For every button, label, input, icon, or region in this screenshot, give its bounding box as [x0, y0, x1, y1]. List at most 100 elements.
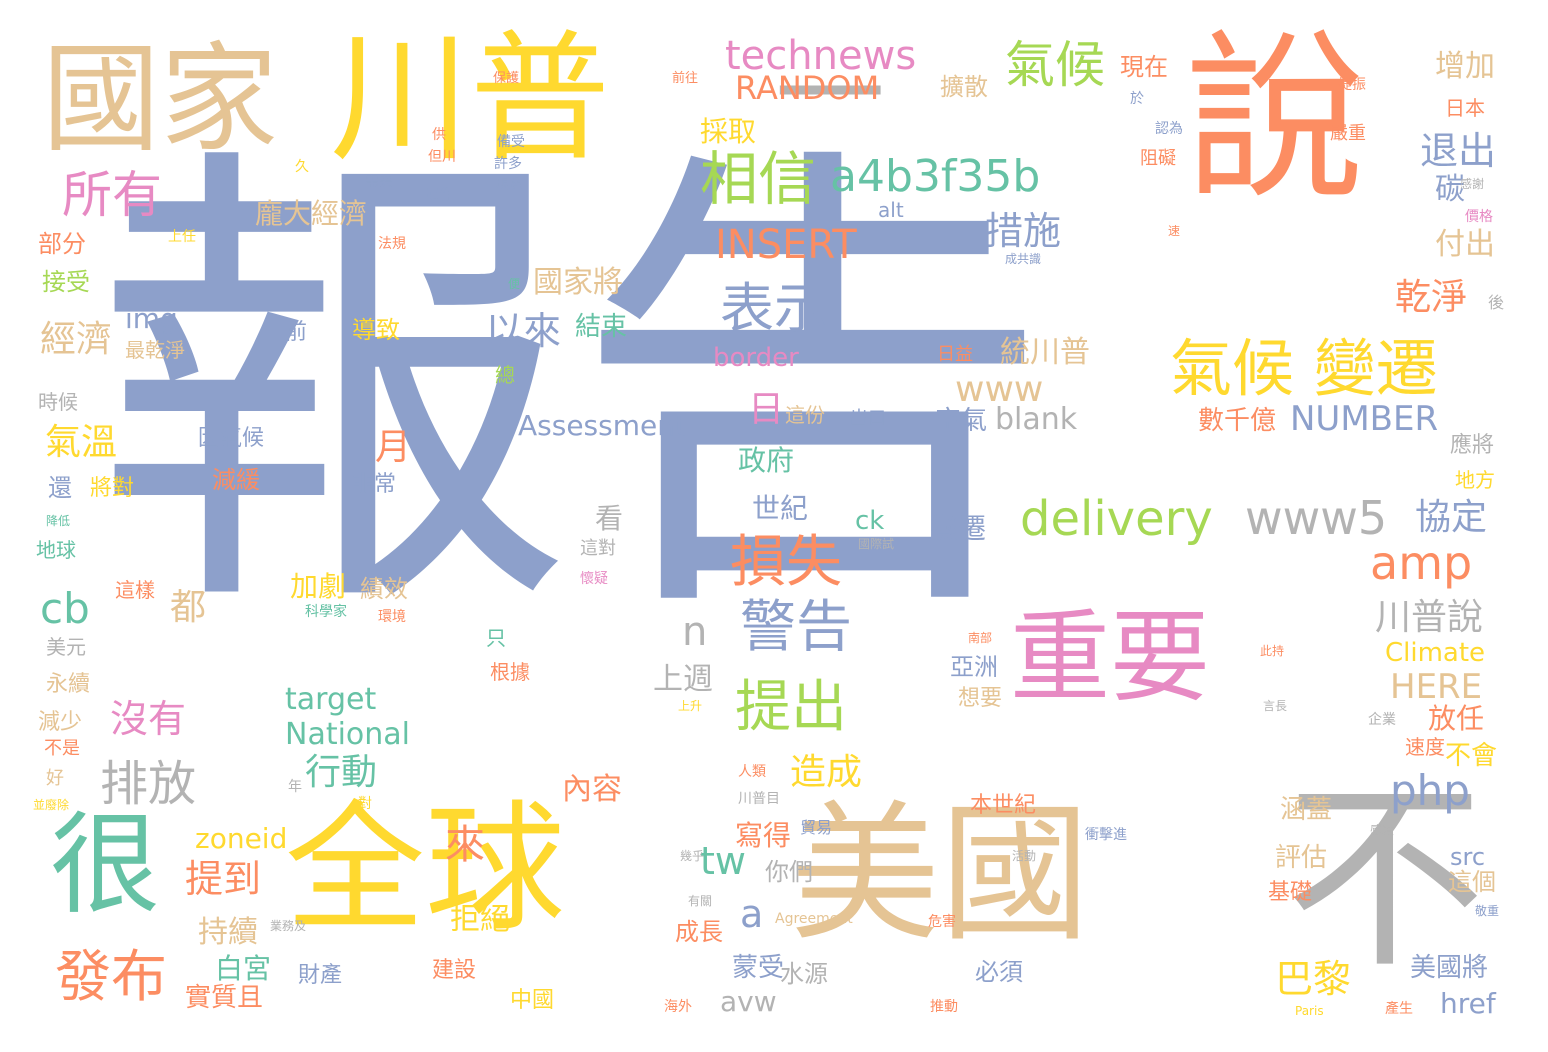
word: 接受: [42, 268, 90, 296]
word: 地方: [1455, 468, 1495, 492]
word: 川普說: [1375, 597, 1484, 638]
word: 以來: [485, 309, 562, 353]
word: 上週: [653, 662, 713, 697]
word: 拒絕: [450, 902, 510, 937]
word: 日本: [1445, 96, 1485, 120]
word: 美元: [46, 635, 86, 659]
word: 績效: [360, 575, 408, 603]
word: 涵蓋: [1280, 795, 1333, 825]
word: 採取: [700, 115, 757, 148]
word: HERE: [1390, 667, 1483, 707]
word: 協定: [1415, 497, 1488, 538]
word: 亞洲: [950, 653, 998, 681]
word: 看: [595, 502, 624, 535]
word: www: [955, 369, 1044, 410]
word: 持續: [198, 915, 258, 950]
word: 水源: [780, 960, 828, 988]
word: 財產: [298, 963, 343, 988]
word: 很: [50, 801, 160, 929]
word: 空氣: [935, 406, 988, 436]
word: 南部: [968, 631, 993, 645]
word: 貿易: [800, 818, 833, 837]
word: 只: [486, 626, 506, 650]
word: 感度: [1370, 823, 1395, 837]
word: Climate: [1385, 638, 1486, 668]
word: 乾淨: [1395, 277, 1468, 318]
word: 業務及: [270, 919, 307, 933]
word: 敬重: [1475, 904, 1500, 918]
word: 付出: [1435, 227, 1495, 262]
word: 便: [508, 277, 521, 291]
word: Paris: [1295, 1004, 1324, 1018]
word: 損失: [730, 530, 842, 595]
word: 這對: [580, 538, 616, 559]
word: 減少: [38, 710, 83, 735]
word: 成共識: [1005, 252, 1042, 266]
word: 保護: [493, 71, 520, 86]
word: alt: [878, 198, 904, 222]
word: 現在: [1120, 53, 1168, 81]
word: 久: [295, 159, 309, 175]
word: 發布: [55, 945, 167, 1010]
word: 降低: [46, 514, 71, 528]
word: 地球: [36, 538, 76, 562]
word: 中國: [510, 988, 555, 1013]
word: 許多: [494, 156, 522, 172]
word: 備受: [497, 134, 525, 150]
word: 日益: [937, 344, 973, 365]
word: 氣溫: [45, 422, 118, 463]
word: 應將: [1450, 433, 1495, 458]
word: 運作: [425, 187, 453, 203]
word: 這份: [785, 403, 825, 427]
word: 速度: [1405, 735, 1445, 759]
word: technews: [725, 33, 917, 79]
word: NUMBER: [1290, 399, 1439, 439]
word: 還: [48, 474, 72, 502]
word: 不: [1285, 763, 1486, 996]
word: 所有: [62, 166, 162, 224]
word: a4b3f35b: [830, 151, 1041, 202]
word: 不是: [44, 738, 80, 759]
word: 這個: [1448, 868, 1496, 896]
word: 感謝: [1460, 177, 1485, 191]
word: 懷疑: [580, 571, 608, 587]
word: 評估: [1275, 843, 1328, 873]
word: 阻礙: [1140, 148, 1176, 169]
word: 寫得: [735, 819, 792, 852]
word: delivery: [1020, 491, 1213, 547]
word: 都: [170, 587, 207, 628]
word: 基礎: [1268, 880, 1313, 905]
word: 國家: [42, 30, 279, 168]
word: Agreement: [775, 911, 853, 927]
word: 時候: [38, 390, 78, 414]
word: 非常: [352, 472, 397, 497]
word: 白宮: [215, 952, 272, 985]
word: zoneid: [195, 822, 288, 855]
word: 川普: [330, 18, 611, 181]
word: INSERT: [715, 222, 857, 268]
word: 危害: [928, 914, 956, 930]
word: 必須: [975, 958, 1023, 986]
word: 日: [748, 389, 785, 430]
word: 速: [1168, 224, 1181, 238]
word: img: [125, 302, 178, 335]
word: 於: [1130, 91, 1144, 107]
word: 幾乎: [680, 849, 705, 863]
word: 產生: [1385, 1001, 1413, 1017]
word: blank: [995, 402, 1078, 437]
word: 海外: [664, 999, 692, 1015]
word: 碳: [1435, 172, 1465, 207]
word: 總: [495, 363, 515, 387]
word: Assessment: [518, 409, 686, 442]
word: 措施: [985, 209, 1062, 253]
word: 世紀: [752, 492, 809, 525]
word: 這樣: [115, 578, 155, 602]
word: 但川: [428, 149, 456, 165]
word: 加劇: [290, 570, 347, 603]
word: 導致: [352, 316, 400, 344]
word: 後: [1488, 293, 1505, 312]
word: href: [1440, 987, 1496, 1020]
word: 放任: [1428, 702, 1485, 735]
word: 美國: [790, 788, 1091, 962]
